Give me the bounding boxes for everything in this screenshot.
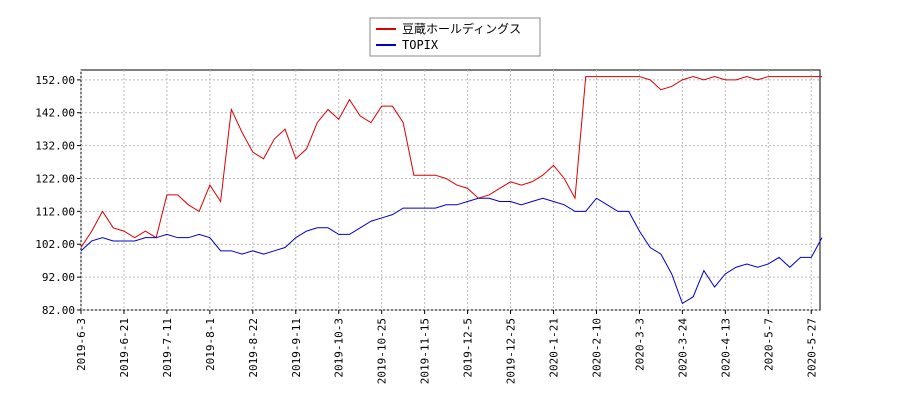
legend-box — [369, 17, 541, 57]
y-tick-label: 112.00 — [35, 205, 75, 218]
x-tick-label: 2019-12-5 — [462, 318, 475, 378]
legend-label: TOPIX — [402, 38, 439, 52]
x-tick-label: 2020-4-13 — [719, 318, 732, 378]
y-tick-label: 142.00 — [35, 107, 75, 120]
x-tick-label: 2019-8-1 — [204, 318, 217, 371]
x-tick-label: 2020-1-21 — [548, 318, 561, 378]
series-line — [80, 76, 822, 248]
y-tick-label: 132.00 — [35, 140, 75, 153]
y-tick-label: 122.00 — [35, 172, 75, 185]
x-tick-label: 2019-10-25 — [376, 318, 389, 384]
x-tick-label: 2019-6-21 — [118, 318, 131, 378]
x-tick-label: 2020-5-7 — [762, 318, 775, 371]
x-tick-label: 2020-2-10 — [590, 318, 603, 378]
x-tick-label: 2019-8-22 — [247, 318, 260, 378]
x-tick-label: 2019-6-3 — [75, 318, 88, 371]
x-tick-label: 2019-7-11 — [161, 318, 174, 378]
y-tick-label: 92.00 — [42, 271, 75, 284]
x-tick-label: 2020-3-3 — [633, 318, 646, 371]
x-tick-label: 2019-12-25 — [505, 318, 518, 384]
x-tick-label: 2020-5-27 — [805, 318, 818, 378]
y-tick-label: 82.00 — [42, 304, 75, 317]
plot-frame — [80, 69, 821, 311]
y-tick-label: 102.00 — [35, 238, 75, 251]
x-tick-label: 2020-3-24 — [676, 318, 689, 378]
x-tick-label: 2019-9-11 — [290, 318, 303, 378]
legend-label: 豆蔵ホールディングス — [402, 21, 521, 36]
y-tick-label: 152.00 — [35, 74, 75, 87]
x-tick-label: 2019-11-15 — [419, 318, 432, 384]
series-line — [80, 197, 823, 305]
x-tick-label: 2019-10-3 — [333, 318, 346, 378]
